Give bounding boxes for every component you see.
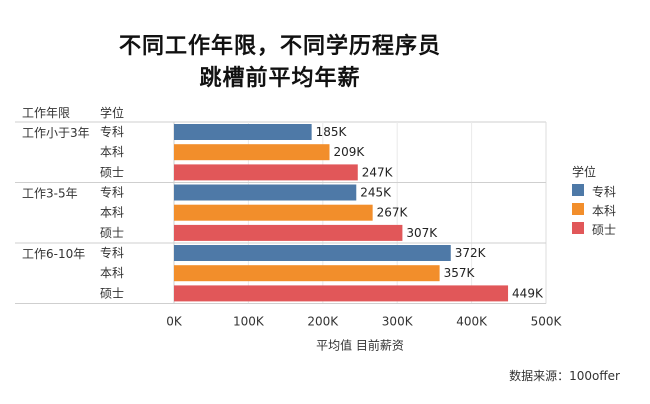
degree-label: 专科 xyxy=(100,185,124,200)
degree-label: 本科 xyxy=(100,266,124,280)
bar xyxy=(174,124,312,140)
legend-swatch xyxy=(572,184,584,196)
row-header-degree: 学位 xyxy=(100,105,124,120)
x-tick-label: 300K xyxy=(382,315,414,329)
degree-label: 硕士 xyxy=(100,286,124,300)
x-tick-label: 100K xyxy=(233,315,265,329)
row-header-tenure: 工作年限 xyxy=(22,106,70,120)
group-label: 工作6-10年 xyxy=(22,247,85,261)
bar xyxy=(174,164,358,181)
x-tick-label: 200K xyxy=(307,315,339,329)
legend-label: 本科 xyxy=(592,204,617,218)
data-label: 185K xyxy=(316,125,348,139)
bar xyxy=(174,204,373,221)
legend-label: 专科 xyxy=(592,185,617,199)
legend-label: 硕士 xyxy=(592,223,617,237)
data-label: 449K xyxy=(512,286,544,300)
group-label: 工作3-5年 xyxy=(22,187,78,201)
data-label: 247K xyxy=(362,165,394,179)
data-label: 267K xyxy=(377,206,409,220)
degree-label: 专科 xyxy=(100,245,124,260)
data-label: 357K xyxy=(444,266,476,280)
degree-label: 硕士 xyxy=(100,165,124,179)
data-label: 372K xyxy=(455,246,487,260)
legend-title: 学位 xyxy=(572,165,597,179)
bar xyxy=(174,265,440,282)
group-label: 工作小于3年 xyxy=(22,126,90,140)
bar xyxy=(174,285,509,302)
data-source: 数据来源：100offer xyxy=(509,369,620,383)
data-label: 245K xyxy=(360,186,392,200)
degree-label: 本科 xyxy=(100,145,124,159)
legend-swatch xyxy=(572,222,584,234)
bar xyxy=(174,184,357,201)
x-tick-label: 500K xyxy=(531,315,563,329)
bar xyxy=(174,144,330,161)
bar xyxy=(174,245,451,261)
data-label: 209K xyxy=(333,145,365,159)
data-label: 307K xyxy=(406,226,438,240)
x-axis-title: 平均值 目前薪资 xyxy=(316,338,404,353)
degree-label: 专科 xyxy=(100,124,124,139)
degree-label: 本科 xyxy=(100,206,124,220)
bar xyxy=(174,224,403,241)
chart-title: 不同工作年限，不同学历程序员 xyxy=(118,34,441,59)
x-tick-label: 400K xyxy=(456,315,488,329)
legend-swatch xyxy=(572,203,584,215)
x-tick-label: 0K xyxy=(166,315,183,329)
chart-subtitle: 跳槽前平均年薪 xyxy=(199,66,361,91)
degree-label: 硕士 xyxy=(100,226,124,240)
